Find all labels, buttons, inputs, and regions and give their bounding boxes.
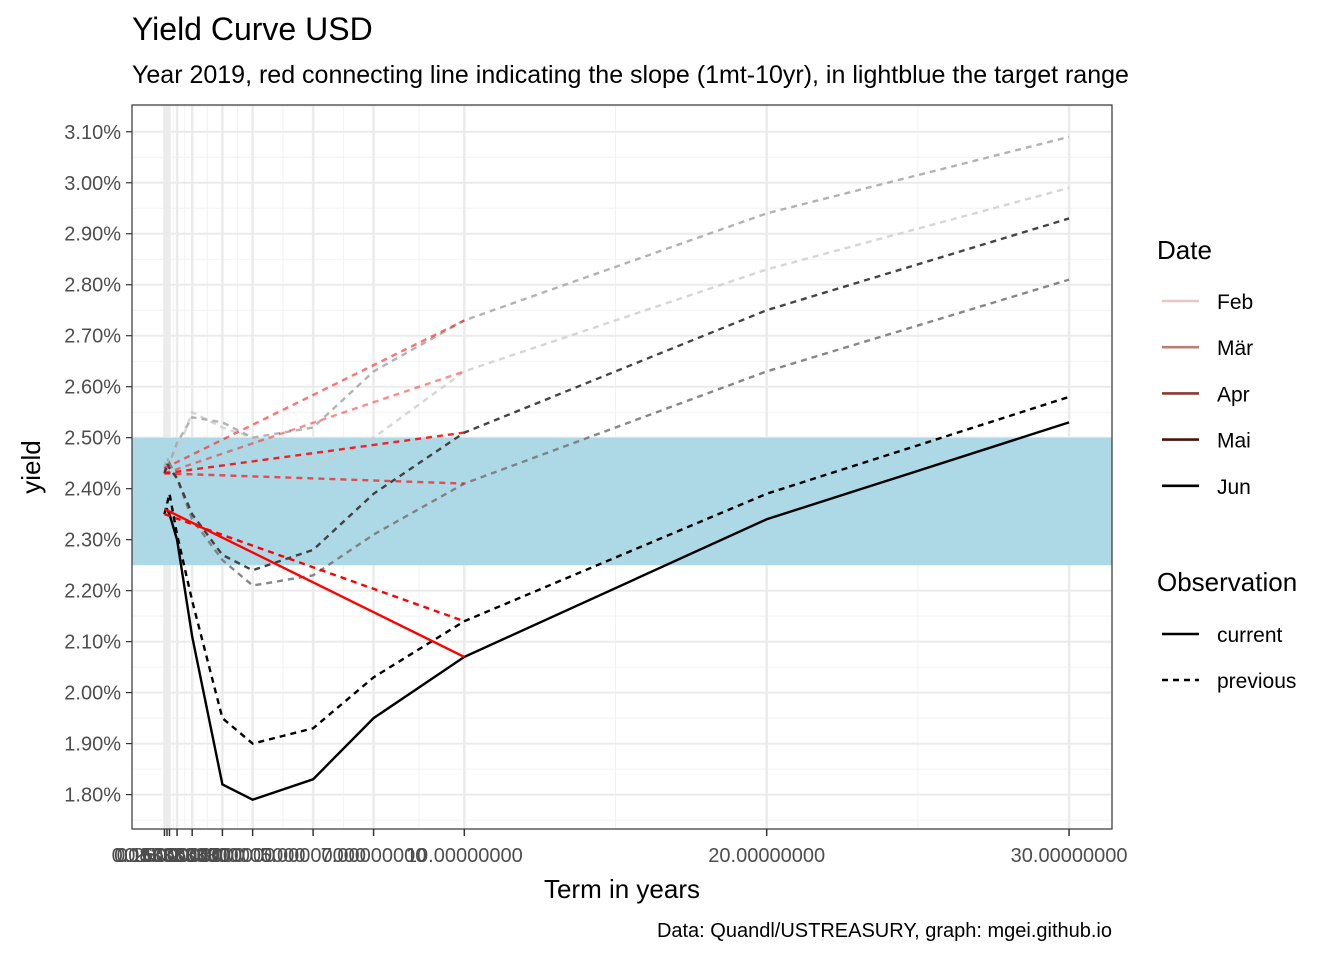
legend-date-label: Apr (1217, 383, 1250, 406)
series-line-jun-current (164, 421, 1070, 801)
slope-line-5 (163, 507, 465, 658)
y-tick-label: 2.10% (64, 632, 121, 654)
x-tick-label: 10.00000000 (406, 845, 523, 867)
legend-date-label: Mär (1217, 337, 1253, 360)
x-tick-label: 0.08333333 (112, 845, 218, 867)
legend-date-entries: Feb Mär Apr Mai Jun (1162, 291, 1253, 499)
x-tick-label: 0.50000000 (124, 845, 230, 867)
x-axis: 0.083333330.166666670.250000000.50000000… (112, 829, 1128, 867)
legend-date-label: Mai (1217, 430, 1251, 453)
y-axis-title: yield (16, 440, 46, 493)
y-tick-label: 3.00% (64, 173, 121, 195)
y-tick-label: 1.80% (64, 785, 121, 807)
legend-observation-label: current (1217, 624, 1283, 647)
plot-panel-border (131, 104, 1113, 830)
y-tick-label: 2.40% (64, 479, 121, 501)
y-tick-label: 1.90% (64, 734, 121, 756)
y-tick-label: 2.90% (64, 224, 121, 246)
series-line-jun-previous (163, 395, 1070, 745)
slope-lines-layer (163, 319, 465, 658)
y-tick-label: 2.30% (64, 530, 121, 552)
slope-line-4 (164, 513, 465, 623)
y-tick-label: 2.60% (64, 377, 121, 399)
series-line-feb-previous (163, 186, 1070, 474)
x-tick-label: 1.00000000 (139, 845, 245, 867)
legend-observation-label: previous (1217, 670, 1296, 693)
y-tick-label: 2.00% (64, 683, 121, 705)
x-tick-label: 0.16666667 (114, 845, 220, 867)
y-tick-label: 3.10% (64, 122, 121, 144)
x-tick-label: 20.00000000 (708, 845, 825, 867)
chart-caption: Data: Quandl/USTREASURY, graph: mgei.git… (657, 920, 1112, 942)
chart-title: Yield Curve USD (132, 11, 373, 47)
chart-subtitle: Year 2019, red connecting line indicatin… (132, 61, 1129, 89)
x-tick-label: 0.25000000 (117, 845, 223, 867)
y-tick-label: 2.70% (64, 326, 121, 348)
legend-observation-entries: current previous (1162, 624, 1296, 693)
y-tick-label: 2.20% (64, 581, 121, 603)
legend: Date Feb Mär Apr Mai Jun Observation current… (1157, 235, 1297, 693)
series-layer (163, 135, 1070, 801)
legend-date-label: Jun (1217, 476, 1251, 499)
series-line-mai-previous (163, 217, 1070, 572)
x-tick-label: 7.00000000 (321, 845, 427, 867)
x-tick-label: 30.00000000 (1011, 845, 1128, 867)
x-tick-label: 2.00000000 (170, 845, 276, 867)
x-tick-label: 5.00000000 (260, 845, 366, 867)
x-tick-label: 3.00000000 (200, 845, 306, 867)
legend-date-title: Date (1157, 235, 1212, 265)
y-axis: 1.80% 1.90% 2.00% 2.10% 2.20% 2.30% 2.40% 2.50%… (64, 122, 132, 807)
y-tick-label: 2.80% (64, 275, 121, 297)
slope-line-1 (163, 319, 465, 470)
legend-observation-title: Observation (1157, 567, 1297, 597)
x-axis-title: Term in years (544, 874, 700, 904)
series-line-apr-previous (163, 278, 1070, 587)
slope-line-0 (164, 370, 465, 475)
y-tick-label: 2.50% (64, 428, 121, 450)
legend-date-label: Feb (1217, 291, 1253, 314)
